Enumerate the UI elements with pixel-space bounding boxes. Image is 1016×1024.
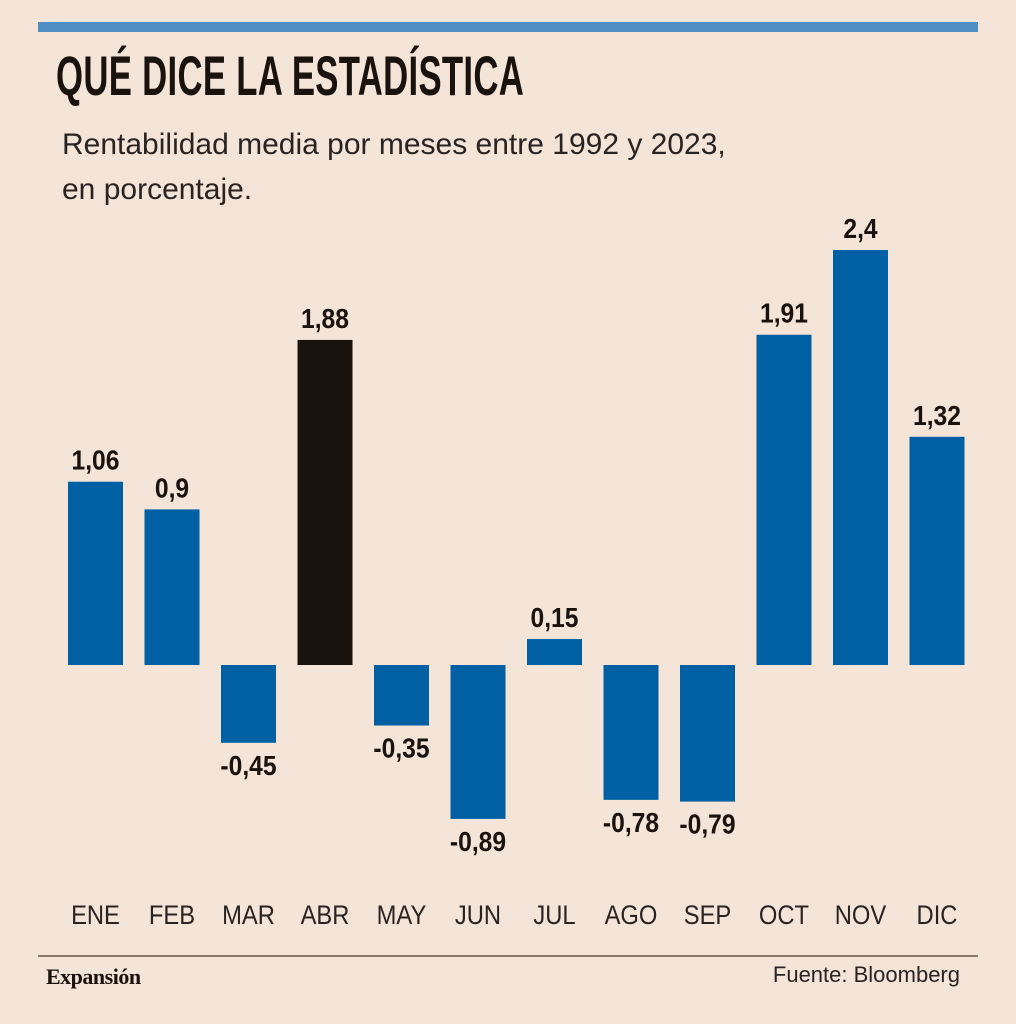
data-label: -0,89 — [450, 825, 506, 857]
bar-abr — [297, 339, 353, 665]
data-label: 0,15 — [531, 602, 579, 634]
brand-logo: Expansión — [46, 964, 141, 989]
accent-bar — [38, 22, 978, 32]
chart-title: QUÉ DICE LA ESTADÍSTICA — [56, 44, 525, 107]
data-label: 1,88 — [301, 302, 349, 334]
bar-feb — [144, 509, 200, 665]
x-tick-label: OCT — [759, 901, 809, 931]
x-tick-label: SEP — [684, 901, 732, 931]
bar-jun — [450, 665, 506, 819]
x-tick-label: MAR — [222, 901, 275, 931]
bar-mar — [221, 665, 276, 743]
data-label: -0,78 — [603, 806, 659, 838]
bar-ene — [68, 481, 123, 665]
bar-sep — [680, 665, 735, 802]
x-tick-label: MAY — [377, 901, 427, 931]
bar-oct — [756, 334, 812, 665]
data-label: -0,45 — [220, 749, 276, 781]
x-tick-label: NOV — [835, 901, 887, 931]
x-tick-label: AGO — [605, 901, 658, 931]
bar-jul — [527, 639, 582, 665]
x-tick-label: JUL — [533, 901, 575, 931]
bar-ago — [603, 665, 659, 800]
data-label: 2,4 — [843, 213, 878, 245]
x-tick-label: JUN — [455, 901, 501, 931]
x-tick-label: DIC — [917, 901, 958, 931]
data-label: 1,06 — [72, 444, 120, 476]
bar-nov — [833, 250, 888, 666]
data-label: -0,35 — [373, 732, 429, 764]
x-tick-label: ENE — [71, 901, 120, 931]
source-note: Fuente: Bloomberg — [772, 962, 960, 987]
bar-dic — [909, 436, 965, 665]
bar-may — [374, 665, 429, 726]
data-label: -0,79 — [679, 808, 735, 840]
x-tick-label: FEB — [149, 901, 195, 931]
data-label: 1,32 — [913, 399, 961, 431]
footer-divider — [38, 955, 978, 957]
chart-subtitle: Rentabilidad media por meses entre 1992 … — [62, 128, 726, 206]
x-tick-label: ABR — [301, 901, 350, 931]
data-label: 0,9 — [155, 472, 189, 504]
data-label: 1,91 — [760, 297, 808, 329]
